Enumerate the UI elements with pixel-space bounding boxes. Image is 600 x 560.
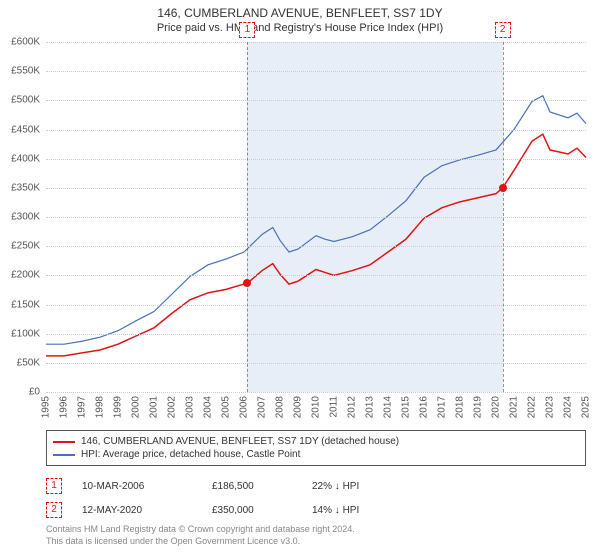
y-axis-label: £450K	[0, 124, 40, 135]
x-axis-label: 1995	[41, 396, 52, 418]
gridline	[46, 217, 586, 218]
event-marker	[243, 279, 251, 287]
event-number: 1	[46, 478, 62, 494]
x-axis-label: 2007	[257, 396, 268, 418]
legend-row: 146, CUMBERLAND AVENUE, BENFLEET, SS7 1D…	[53, 435, 579, 448]
events-table: 1 10-MAR-2006 £186,500 22% ↓ HPI 2 12-MAY-202…	[46, 474, 586, 522]
gridline	[46, 71, 586, 72]
y-axis-label: £300K	[0, 212, 40, 223]
x-axis-label: 1998	[95, 396, 106, 418]
x-axis-label: 1996	[59, 396, 70, 418]
y-axis-label: £400K	[0, 153, 40, 164]
x-axis-label: 2003	[185, 396, 196, 418]
x-axis-label: 2016	[419, 396, 430, 418]
x-axis-label: 1999	[113, 396, 124, 418]
x-axis-label: 2004	[203, 396, 214, 418]
attribution: Contains HM Land Registry data © Crown c…	[46, 524, 586, 547]
y-axis-label: £200K	[0, 270, 40, 281]
x-axis-label: 2019	[473, 396, 484, 418]
x-axis-label: 2006	[239, 396, 250, 418]
y-axis-label: £50K	[0, 357, 40, 368]
y-axis-label: £600K	[0, 37, 40, 48]
event-row: 1 10-MAR-2006 £186,500 22% ↓ HPI	[46, 474, 586, 498]
gridline	[46, 392, 586, 393]
y-axis-label: £550K	[0, 66, 40, 77]
chart-title: 146, CUMBERLAND AVENUE, BENFLEET, SS7 1D…	[0, 0, 600, 20]
event-vline	[247, 42, 248, 392]
x-axis-label: 2021	[509, 396, 520, 418]
event-date: 12-MAY-2020	[82, 505, 192, 516]
plot-area: £0£50K£100K£150K£200K£250K£300K£350K£400…	[46, 42, 586, 392]
attribution-line1: Contains HM Land Registry data © Crown c…	[46, 524, 586, 536]
chart-container: 146, CUMBERLAND AVENUE, BENFLEET, SS7 1D…	[0, 0, 600, 560]
x-axis-label: 2009	[293, 396, 304, 418]
gridline	[46, 275, 586, 276]
legend-swatch	[53, 454, 75, 456]
x-axis-label: 2018	[455, 396, 466, 418]
x-axis-label: 2008	[275, 396, 286, 418]
x-axis-label: 2001	[149, 396, 160, 418]
legend-label: HPI: Average price, detached house, Cast…	[81, 449, 300, 460]
x-axis-label: 2012	[347, 396, 358, 418]
event-price: £186,500	[212, 481, 292, 492]
x-axis-label: 2022	[527, 396, 538, 418]
x-axis-label: 2002	[167, 396, 178, 418]
y-axis-label: £250K	[0, 241, 40, 252]
x-axis-label: 2020	[491, 396, 502, 418]
gridline	[46, 42, 586, 43]
gridline	[46, 130, 586, 131]
event-marker-label: 2	[495, 22, 511, 38]
x-axis-label: 2005	[221, 396, 232, 418]
legend-box: 146, CUMBERLAND AVENUE, BENFLEET, SS7 1D…	[46, 430, 586, 466]
gridline	[46, 363, 586, 364]
x-axis-label: 2023	[545, 396, 556, 418]
y-axis-label: £0	[0, 387, 40, 398]
gridline	[46, 305, 586, 306]
y-axis-label: £500K	[0, 95, 40, 106]
x-axis-label: 2013	[365, 396, 376, 418]
event-diff: 22% ↓ HPI	[312, 481, 359, 492]
x-axis-label: 2024	[563, 396, 574, 418]
x-axis-label: 2025	[581, 396, 592, 418]
x-axis-label: 2011	[329, 396, 340, 418]
event-diff: 14% ↓ HPI	[312, 505, 359, 516]
x-axis-label: 2017	[437, 396, 448, 418]
event-date: 10-MAR-2006	[82, 481, 192, 492]
event-price: £350,000	[212, 505, 292, 516]
x-axis-label: 2014	[383, 396, 394, 418]
gridline	[46, 334, 586, 335]
x-axis-label: 1997	[77, 396, 88, 418]
y-axis-label: £150K	[0, 299, 40, 310]
gridline	[46, 100, 586, 101]
legend-row: HPI: Average price, detached house, Cast…	[53, 448, 579, 461]
event-marker-label: 1	[239, 22, 255, 38]
x-axis-label: 2000	[131, 396, 142, 418]
legend-swatch	[53, 441, 75, 443]
event-vline	[503, 42, 504, 392]
event-row: 2 12-MAY-2020 £350,000 14% ↓ HPI	[46, 498, 586, 522]
x-axis-label: 2010	[311, 396, 322, 418]
y-axis-label: £100K	[0, 328, 40, 339]
event-number: 2	[46, 502, 62, 518]
legend-label: 146, CUMBERLAND AVENUE, BENFLEET, SS7 1D…	[81, 436, 399, 447]
attribution-line2: This data is licensed under the Open Gov…	[46, 536, 586, 548]
gridline	[46, 246, 586, 247]
x-axis-label: 2015	[401, 396, 412, 418]
series-line-hpi	[46, 96, 586, 344]
event-marker	[499, 184, 507, 192]
series-line-property	[46, 134, 586, 356]
y-axis-label: £350K	[0, 182, 40, 193]
gridline	[46, 159, 586, 160]
